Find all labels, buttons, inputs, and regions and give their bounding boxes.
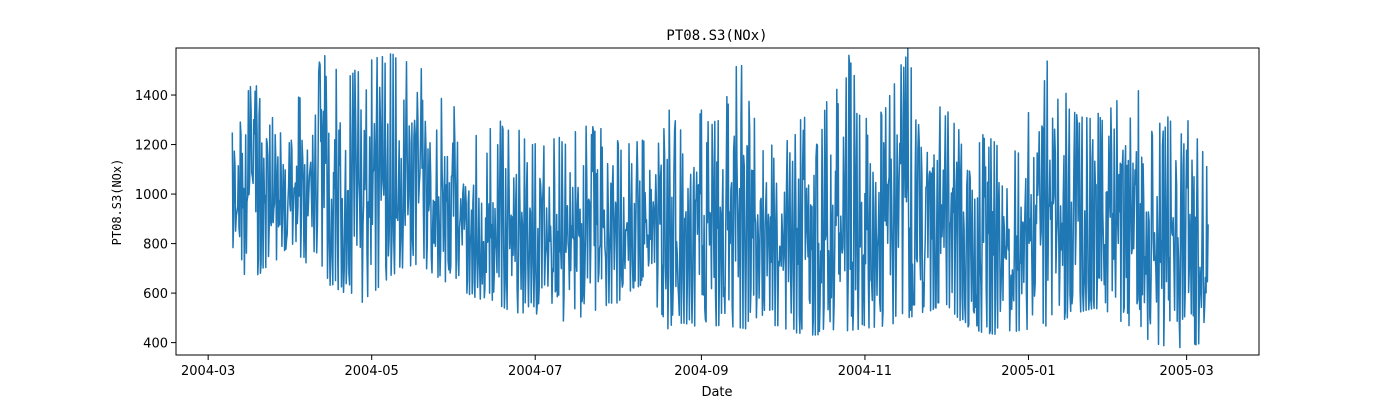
plot-frame	[175, 47, 1260, 356]
y-axis: 400 600 800 1000 1200 1400	[135, 89, 176, 352]
x-tick-label: 2004-05	[345, 364, 399, 379]
y-tick-label: 1000	[135, 188, 168, 203]
y-tick-label: 800	[143, 238, 168, 253]
series-line	[231, 48, 1209, 349]
y-tick-label: 1200	[135, 139, 168, 154]
chart-title: PT08.S3(NOx)	[666, 28, 767, 44]
x-axis-label: Date	[701, 385, 732, 400]
x-tick-label: 2004-11	[838, 364, 892, 379]
x-axis: 2004-03 2004-05 2004-07 2004-09 2004-11 2005-…	[181, 355, 1214, 379]
plot-area	[175, 47, 1260, 356]
y-tick-label: 600	[143, 287, 168, 302]
x-tick-label: 2005-03	[1159, 364, 1213, 379]
x-tick-label: 2004-07	[508, 364, 562, 379]
y-tick-label: 1400	[135, 89, 168, 104]
y-axis-label: PT08.S3(NOx)	[110, 159, 124, 246]
x-tick-label: 2004-09	[674, 364, 728, 379]
x-tick-label: 2005-01	[1001, 364, 1055, 379]
y-tick-label: 400	[143, 337, 168, 352]
x-tick-label: 2004-03	[181, 364, 235, 379]
